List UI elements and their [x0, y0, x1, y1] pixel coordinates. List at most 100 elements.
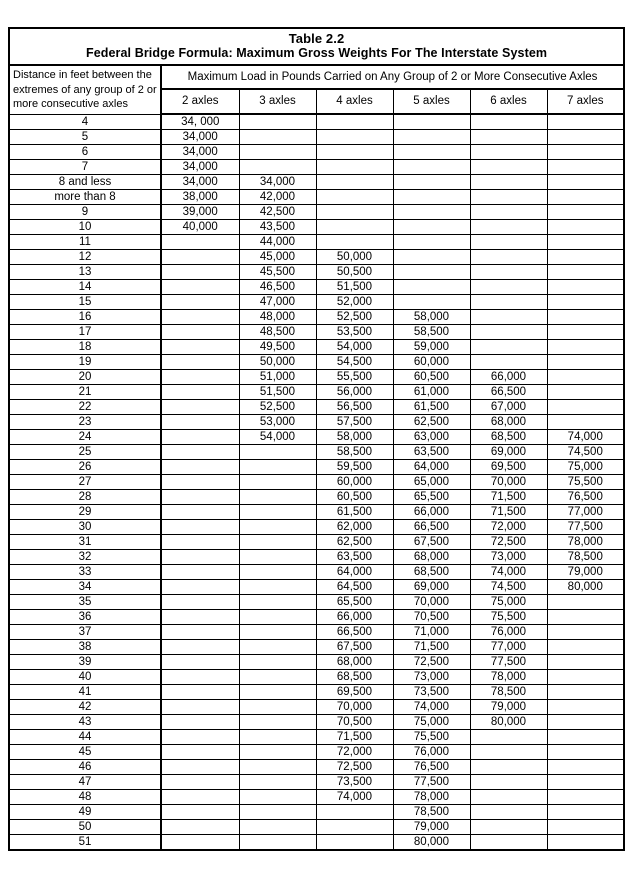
cell-load-3-axles: [238, 624, 317, 641]
cell-load-4-axles: [315, 113, 394, 131]
cell-load-6-axles: 70,000: [469, 474, 548, 491]
cell-load-5-axles: 63,500: [392, 444, 471, 461]
cell-load-6-axles: [469, 234, 548, 251]
cell-load-7-axles: [546, 369, 625, 386]
cell-load-2-axles: [160, 669, 240, 686]
cell-load-3-axles: 49,500: [238, 339, 317, 356]
cell-load-6-axles: [469, 174, 548, 191]
cell-load-4-axles: 73,500: [315, 774, 394, 791]
cell-load-7-axles: [546, 384, 625, 401]
table-row: 13 45,500 50,500: [8, 264, 625, 281]
cell-distance: 27: [8, 474, 162, 491]
cell-distance: 41: [8, 684, 162, 701]
cell-distance: 43: [8, 714, 162, 731]
cell-load-2-axles: 39,000: [160, 204, 240, 221]
cell-load-7-axles: [546, 399, 625, 416]
cell-load-5-axles: 65,000: [392, 474, 471, 491]
table-row: 33 64,000 68,500 74,000 79,000: [8, 564, 625, 581]
cell-load-6-axles: [469, 789, 548, 806]
cell-load-4-axles: [315, 129, 394, 146]
cell-load-4-axles: 66,000: [315, 609, 394, 626]
cell-load-5-axles: [392, 294, 471, 311]
cell-distance: 32: [8, 549, 162, 566]
cell-load-3-axles: 34,000: [238, 174, 317, 191]
cell-load-6-axles: [469, 264, 548, 281]
cell-load-3-axles: [238, 564, 317, 581]
table-row: 49 78,500: [8, 804, 625, 821]
cell-load-4-axles: [315, 204, 394, 221]
cell-load-3-axles: 42,500: [238, 204, 317, 221]
title-row: Table 2.2 Federal Bridge Formula: Maximu…: [8, 27, 625, 67]
cell-load-3-axles: [238, 444, 317, 461]
cell-load-3-axles: [238, 699, 317, 716]
cell-load-6-axles: [469, 249, 548, 266]
cell-load-2-axles: 34,000: [160, 144, 240, 161]
cell-load-2-axles: [160, 294, 240, 311]
cell-load-3-axles: [238, 144, 317, 161]
cell-load-5-axles: [392, 174, 471, 191]
cell-load-6-axles: 68,500: [469, 429, 548, 446]
cell-distance: more than 8: [8, 189, 162, 206]
cell-load-6-axles: [469, 744, 548, 761]
cell-load-5-axles: 68,500: [392, 564, 471, 581]
cell-load-6-axles: 74,500: [469, 579, 548, 596]
table-row: 21 51,500 56,000 61,000 66,500: [8, 384, 625, 401]
cell-load-2-axles: [160, 729, 240, 746]
cell-load-3-axles: [238, 549, 317, 566]
cell-load-7-axles: [546, 639, 625, 656]
cell-load-3-axles: 50,000: [238, 354, 317, 371]
cell-load-6-axles: [469, 294, 548, 311]
cell-load-6-axles: [469, 339, 548, 356]
cell-load-2-axles: [160, 489, 240, 506]
cell-load-2-axles: [160, 429, 240, 446]
cell-load-6-axles: 80,000: [469, 714, 548, 731]
table-row: 18 49,500 54,000 59,000: [8, 339, 625, 356]
cell-distance: 17: [8, 324, 162, 341]
cell-load-7-axles: [546, 113, 625, 131]
cell-distance: 14: [8, 279, 162, 296]
cell-load-6-axles: 72,500: [469, 534, 548, 551]
table-row: 37 66,500 71,000 76,000: [8, 624, 625, 641]
cell-load-5-axles: [392, 234, 471, 251]
cell-load-6-axles: [469, 129, 548, 146]
cell-load-4-axles: 62,000: [315, 519, 394, 536]
group-header-row: Distance in feet between the extremes of…: [8, 64, 625, 115]
table-row: 38 67,500 71,500 77,000: [8, 639, 625, 656]
cell-distance: 13: [8, 264, 162, 281]
table-row: 5 34,000: [8, 129, 625, 146]
table-row: 6 34,000: [8, 144, 625, 161]
cell-load-7-axles: [546, 189, 625, 206]
cell-load-2-axles: [160, 834, 240, 852]
cell-load-6-axles: 66,000: [469, 369, 548, 386]
cell-load-2-axles: [160, 699, 240, 716]
cell-load-6-axles: 77,500: [469, 654, 548, 671]
table-row: 17 48,500 53,500 58,500: [8, 324, 625, 341]
cell-load-2-axles: 34,000: [160, 129, 240, 146]
cell-distance: 48: [8, 789, 162, 806]
cell-load-4-axles: [315, 174, 394, 191]
cell-load-4-axles: 54,500: [315, 354, 394, 371]
cell-distance: 45: [8, 744, 162, 761]
cell-distance: 8 and less: [8, 174, 162, 191]
cell-load-4-axles: [315, 144, 394, 161]
cell-load-2-axles: 38,000: [160, 189, 240, 206]
column-header-3-axles: 3 axles: [238, 88, 317, 116]
table-row: 23 53,000 57,500 62,500 68,000: [8, 414, 625, 431]
cell-load-4-axles: 50,500: [315, 264, 394, 281]
cell-load-6-axles: [469, 774, 548, 791]
cell-distance: 4: [8, 113, 162, 131]
federal-bridge-formula-table: Table 2.2 Federal Bridge Formula: Maximu…: [8, 27, 626, 852]
cell-load-2-axles: 34, 000: [160, 113, 240, 131]
cell-load-5-axles: 75,500: [392, 729, 471, 746]
cell-load-7-axles: 76,500: [546, 489, 625, 506]
cell-load-6-axles: 73,000: [469, 549, 548, 566]
cell-load-3-axles: [238, 609, 317, 626]
cell-load-6-axles: 76,000: [469, 624, 548, 641]
cell-load-5-axles: 74,000: [392, 699, 471, 716]
cell-load-3-axles: [238, 729, 317, 746]
cell-load-3-axles: [238, 489, 317, 506]
cell-load-6-axles: 69,000: [469, 444, 548, 461]
cell-load-4-axles: 68,000: [315, 654, 394, 671]
cell-load-5-axles: 60,500: [392, 369, 471, 386]
table-row: 20 51,000 55,500 60,500 66,000: [8, 369, 625, 386]
